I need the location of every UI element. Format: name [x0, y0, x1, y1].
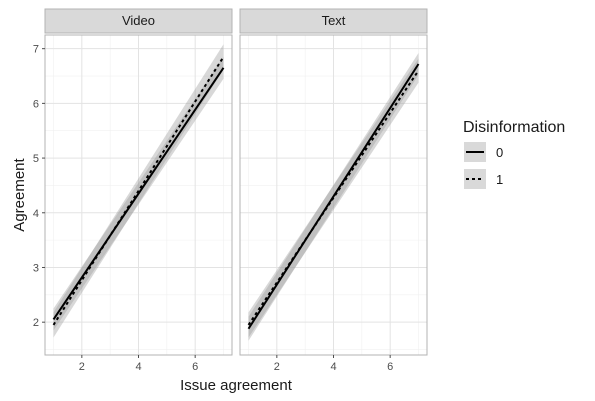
facet-panels: Video 2 4 6 Text 2 4 6 [44, 8, 428, 373]
x-tick-label: 6 [387, 361, 393, 373]
x-axis-title: Issue agreement [180, 377, 293, 394]
facet-panel-video: Video 2 4 6 [44, 8, 233, 373]
facet-strip-label: Video [122, 13, 155, 28]
line-series-1 [52, 56, 225, 326]
x-tick-label: 4 [330, 361, 336, 373]
line-series-1 [247, 69, 420, 326]
y-tick-label: 3 [33, 262, 39, 274]
line-series-0 [247, 63, 420, 330]
x-tick-label: 2 [79, 361, 85, 373]
facet-panel-text: Text 2 4 6 [239, 8, 428, 373]
y-tick-label: 2 [33, 317, 39, 329]
facet-strip [44, 8, 233, 34]
line-series-0 [52, 67, 225, 321]
y-tick-label: 6 [33, 98, 39, 110]
y-tick-label: 5 [33, 153, 39, 165]
legend-label-1: 1 [496, 172, 503, 187]
legend-label-0: 0 [496, 145, 503, 160]
x-tick-label: 6 [192, 361, 198, 373]
legend: Disinformation 0 1 [463, 119, 565, 189]
facet-strip [239, 8, 428, 34]
y-tick-label: 4 [33, 208, 39, 220]
facet-strip-label: Text [322, 13, 346, 28]
legend-title: Disinformation [463, 119, 565, 136]
y-axis-title: Agreement [11, 157, 28, 231]
x-tick-label: 2 [274, 361, 280, 373]
y-tick-label: 7 [33, 44, 39, 56]
y-axis-ticks: 2 3 4 5 6 7 [33, 44, 45, 329]
x-tick-label: 4 [135, 361, 141, 373]
